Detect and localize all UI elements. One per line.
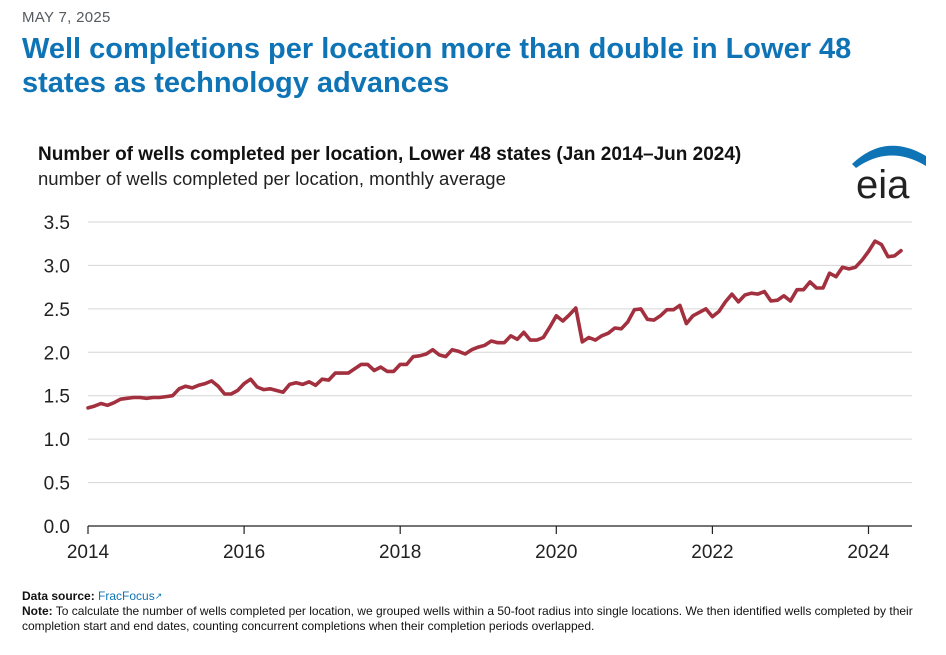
y-tick-label: 3.0 <box>44 256 70 277</box>
x-tick-label: 2016 <box>223 542 265 563</box>
y-tick-label: 3.5 <box>44 213 70 234</box>
y-tick-label: 1.5 <box>44 387 70 408</box>
y-axis-ticks: 0.0 0.5 1.0 1.5 2.0 2.5 3.0 3.5 <box>44 213 70 538</box>
note-text: To calculate the number of wells complet… <box>22 604 913 633</box>
external-link-icon[interactable]: ↗ <box>154 591 163 601</box>
logo-text: eia <box>856 163 910 202</box>
y-tick-label: 1.0 <box>44 430 70 451</box>
series-line <box>86 239 903 410</box>
chart-subtitle: number of wells completed per location, … <box>38 168 506 189</box>
eia-logo-icon[interactable]: eia <box>846 136 928 202</box>
y-tick-label: 2.5 <box>44 300 70 321</box>
x-tick-label: 2014 <box>67 542 110 563</box>
publication-date: MAY 7, 2025 <box>22 9 111 26</box>
note: Note: To calculate the number of wells c… <box>22 604 932 634</box>
series <box>86 239 903 410</box>
x-tick-label: 2020 <box>535 542 577 563</box>
source-label: Data source: <box>22 589 95 603</box>
x-tick-label: 2018 <box>379 542 421 563</box>
data-source-line: Data source: FracFocus↗ <box>22 589 932 604</box>
source-link[interactable]: FracFocus <box>98 589 155 603</box>
logo-swoosh <box>852 145 926 168</box>
chart-title: Number of wells completed per location, … <box>38 144 742 165</box>
y-tick-label: 2.0 <box>44 343 70 364</box>
line-chart: 0.0 0.5 1.0 1.5 2.0 2.5 3.0 3.5 2014 2016 2018 202… <box>44 213 912 563</box>
gridlines <box>88 221 912 484</box>
y-tick-label: 0.5 <box>44 474 70 495</box>
x-tick-label: 2022 <box>691 542 733 563</box>
y-tick-label: 0.0 <box>44 517 70 538</box>
x-tick-label: 2024 <box>847 542 890 563</box>
headline: Well completions per location more than … <box>22 33 852 99</box>
note-label: Note: <box>22 604 53 618</box>
x-axis-ticks: 2014 2016 2018 2020 2022 2024 <box>67 526 890 563</box>
footer: Data source: FracFocus↗ Note: To calcula… <box>22 589 932 634</box>
